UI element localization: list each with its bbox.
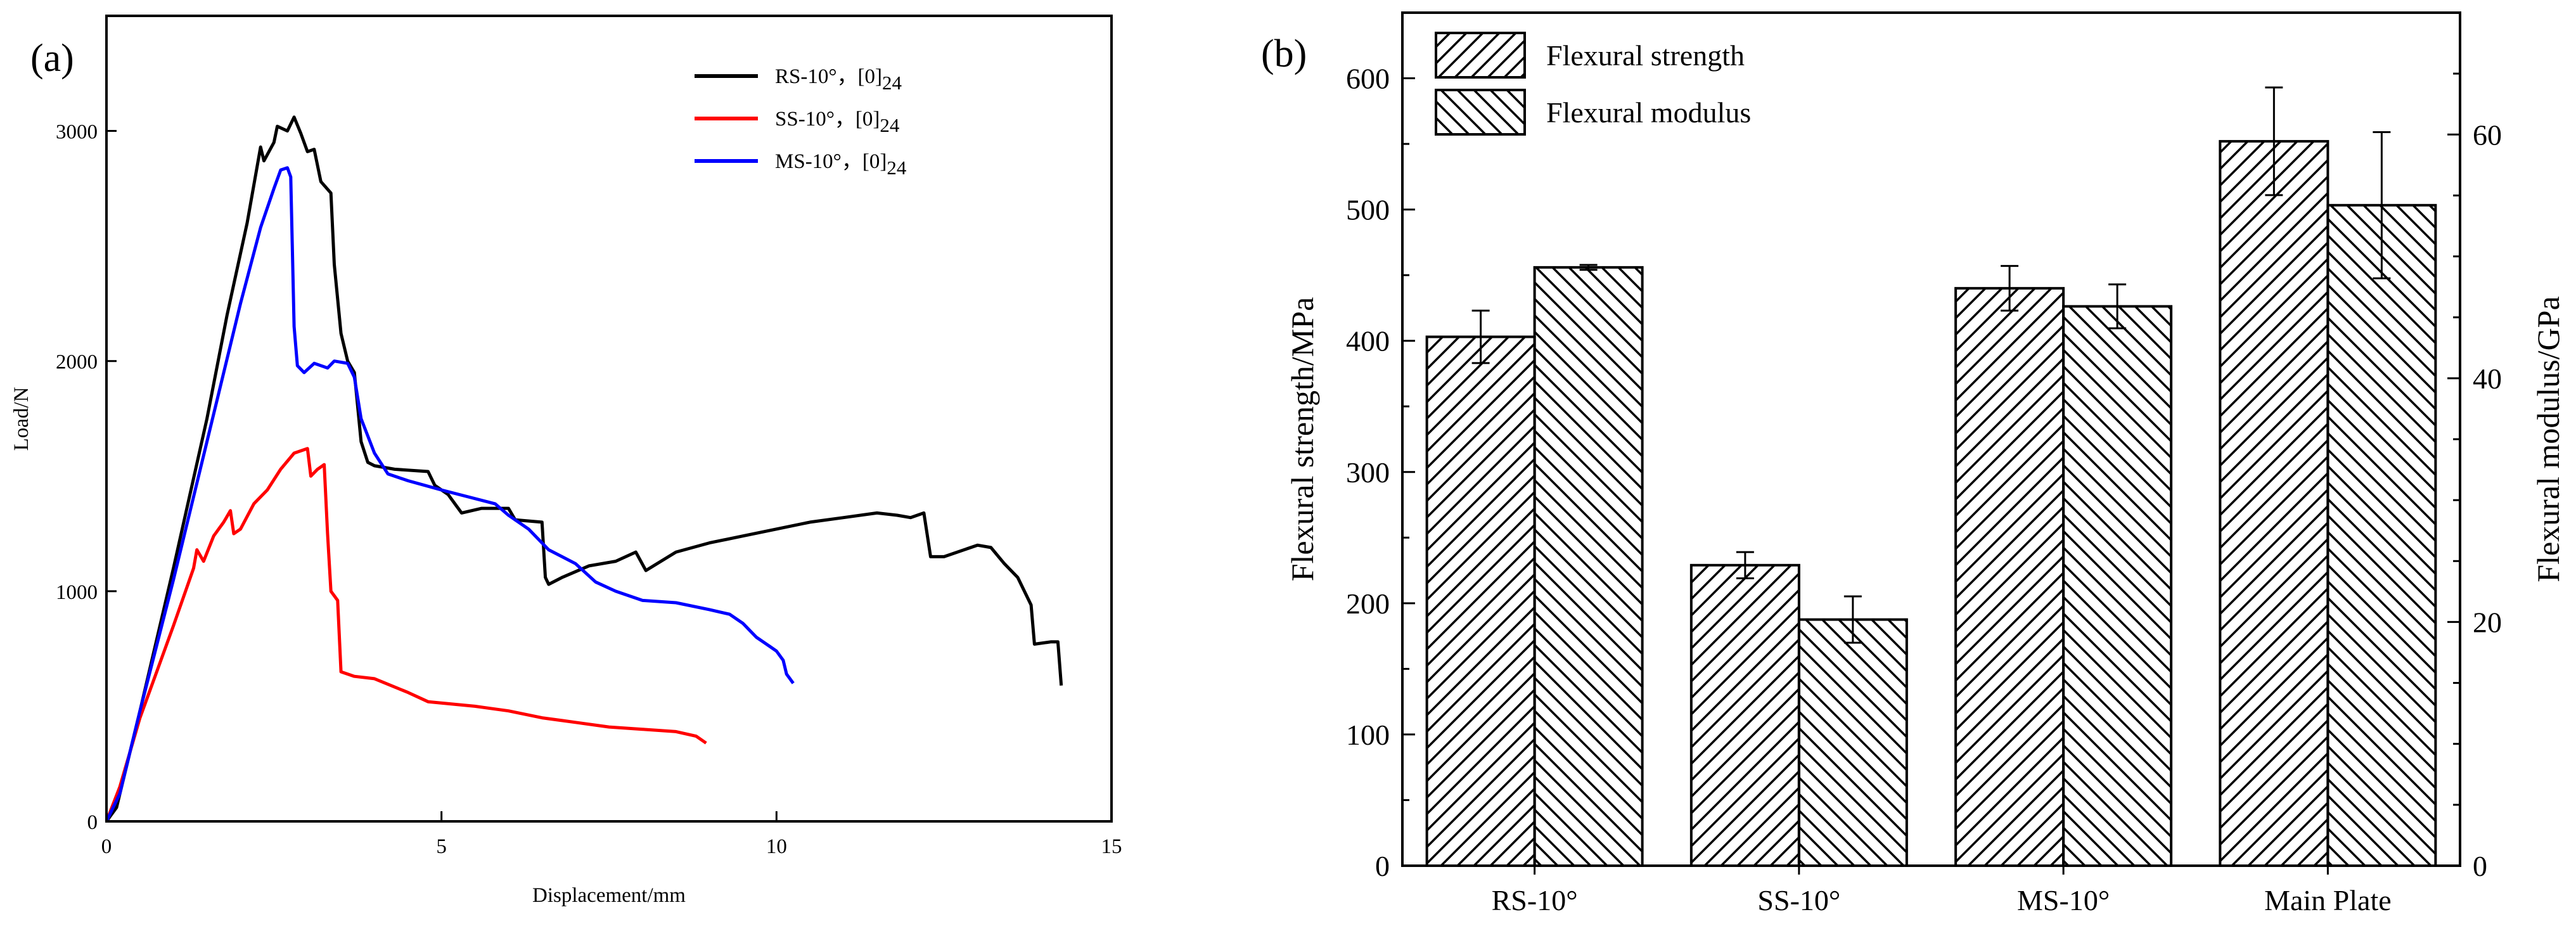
left-y-tick-label: 400: [1346, 325, 1390, 357]
bar-modulus: [2326, 203, 2437, 868]
y-tick-label: 1000: [56, 581, 98, 604]
panel-b-label: (b): [1261, 32, 1307, 75]
right-y-tick-label: 20: [2473, 606, 2502, 638]
x-tick-label: 15: [1101, 835, 1122, 858]
bar-strength: [2219, 139, 2329, 867]
x-tick-label: 0: [101, 835, 112, 858]
legend-label-strength: Flexural strength: [1546, 39, 1745, 72]
x-tick-label: 5: [436, 835, 447, 858]
y-tick-label: 2000: [56, 351, 98, 374]
plot-frame-b: [1401, 11, 2461, 867]
series-line-0: [105, 115, 1063, 823]
x-tick-label: 10: [766, 835, 787, 858]
left-y-tick-label: 200: [1346, 587, 1390, 620]
bar-modulus: [1533, 266, 1644, 867]
right-y-tick-label: 60: [2473, 119, 2502, 151]
left-y-tick-label: 300: [1346, 456, 1390, 489]
right-y-tick-label: 0: [2473, 850, 2487, 882]
panel-a-label: (a): [30, 37, 74, 80]
legend-label-1: SS-10°，[0]24: [775, 108, 900, 136]
category-label: SS-10°: [1757, 884, 1840, 916]
y-axis-label: Load/N: [10, 387, 33, 451]
legend-swatch-strength: [1435, 32, 1526, 79]
series-line-2: [105, 166, 795, 823]
right-y-tick-label: 40: [2473, 363, 2502, 395]
load-displacement-chart: (a) 0 5 10 15 0 1000 2000 3000 Displacement/mm…: [10, 15, 1122, 907]
bar-modulus: [1797, 618, 1908, 868]
y-tick-label: 0: [87, 811, 98, 834]
legend-b: Flexural strength Flexural modulus: [1435, 32, 1751, 136]
right-y-axis-label: Flexural modulus/GPa: [2530, 296, 2566, 582]
legend-label-0: RS-10°，[0]24: [775, 65, 902, 94]
plot-frame: [105, 15, 1113, 823]
bar-modulus: [2062, 305, 2173, 867]
left-y-tick-label: 600: [1346, 63, 1390, 95]
legend-label-modulus: Flexural modulus: [1546, 96, 1751, 129]
legend: RS-10°，[0]24 SS-10°，[0]24 MS-10°，[0]24: [695, 65, 907, 179]
category-label: RS-10°: [1492, 884, 1578, 916]
x-axis-label: Displacement/mm: [532, 884, 686, 907]
bar-strength: [1425, 335, 1536, 867]
left-y-tick-label: 500: [1346, 194, 1390, 226]
y-tick-label: 3000: [56, 121, 98, 144]
legend-swatch-modulus: [1435, 89, 1526, 136]
series-line-1: [105, 447, 707, 822]
left-y-axis-label: Flexural strength/MPa: [1285, 297, 1320, 582]
bar-strength: [1954, 286, 2065, 868]
category-label: Main Plate: [2264, 884, 2392, 916]
bar-strength: [1689, 563, 1800, 867]
legend-label-2: MS-10°，[0]24: [775, 150, 907, 179]
flexural-bar-chart: (b) 0 100 200 300 400 500 600 0 20 40 60 RS-10° SS…: [1261, 11, 2566, 916]
left-y-tick-label: 100: [1346, 719, 1390, 751]
left-y-tick-label: 0: [1375, 850, 1390, 882]
category-label: MS-10°: [2017, 884, 2110, 916]
